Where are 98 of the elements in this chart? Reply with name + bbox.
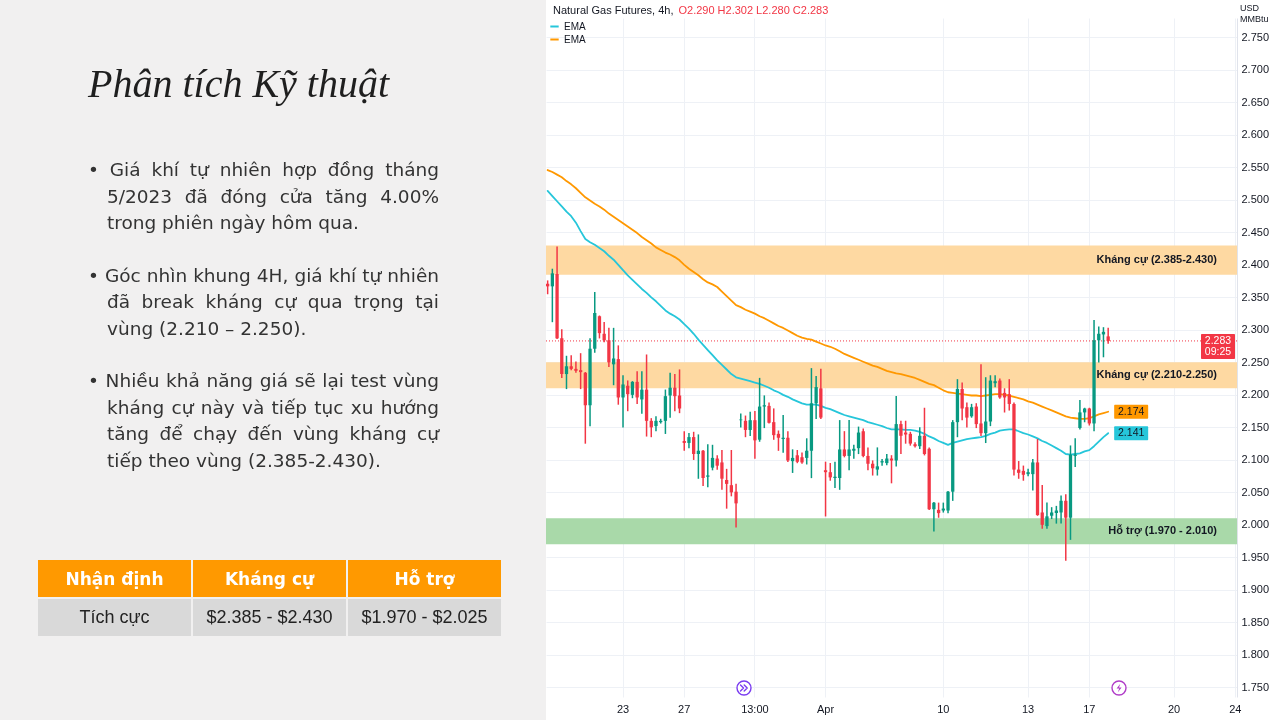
x-tick-label: 10: [937, 702, 950, 715]
x-tick-label: 13: [1021, 702, 1035, 715]
band-label: Kháng cự (2.210-2.250): [1096, 368, 1218, 382]
band-label: Hỗ trợ (1.970 - 2.010): [1108, 524, 1218, 538]
candlestick: [706, 444, 710, 488]
text: • Giá khí tự nhiên hợp đồng tháng 5/2023 đã đóng cửa tăng 4.00% trong phiên ngày hôm qua.: [88, 158, 439, 235]
candlestick: [866, 447, 870, 471]
candlestick: [748, 411, 752, 436]
x-tick-label: 27: [678, 702, 691, 715]
y-tick-label: 2.000: [1241, 518, 1270, 531]
legend-label: EMA: [564, 20, 586, 32]
candlestick: [913, 442, 917, 448]
candlestick: [842, 431, 847, 458]
candlestick: [720, 449, 724, 490]
category-label: Kháng cự: [193, 560, 346, 597]
y-tick-label: 2.450: [1241, 225, 1270, 238]
candlestick: [710, 444, 715, 471]
candlestick: [1040, 485, 1044, 529]
candlestick: [875, 447, 880, 476]
y-tick-label: 2.400: [1241, 258, 1270, 271]
y-tick-label: 2.550: [1241, 160, 1270, 173]
x-tick-label: 23: [616, 702, 630, 715]
y-tick-label: 2.050: [1241, 485, 1270, 498]
candlestick: [640, 371, 644, 414]
candlestick: [668, 372, 672, 418]
y-tick-label: 2.650: [1241, 95, 1270, 108]
y-tick-label: 2.600: [1241, 128, 1270, 141]
x-tick-label: Apr: [816, 702, 835, 715]
candlestick: [597, 315, 602, 339]
y-axis-title: USD MMBtu: [1240, 3, 1270, 25]
x-tick-label: 17: [1083, 702, 1096, 715]
candlestick: [814, 375, 818, 419]
text: $1.970 - $2.025: [348, 599, 501, 636]
candlestick: [682, 431, 686, 451]
candlestick: [687, 433, 691, 449]
text: $2.385 - $2.430: [193, 599, 346, 636]
y-tick-label: 1.850: [1241, 615, 1270, 628]
y-tick-label: 1.950: [1241, 550, 1270, 563]
candlestick: [611, 327, 616, 386]
y-tick-label: 1.800: [1241, 648, 1270, 661]
candlestick: [776, 430, 781, 451]
text: • Góc nhìn khung 4H, giá khí tự nhiên đã break kháng cự qua trọng tại vùng (2.210 – 2.250).: [88, 263, 439, 341]
candlestick: [635, 371, 639, 405]
candlestick: [1007, 379, 1011, 411]
y-tick-label: 2.350: [1241, 290, 1270, 303]
ref-line-label: 2.283: [1204, 333, 1232, 346]
y-tick-label: 1.900: [1241, 583, 1270, 596]
band-label: Kháng cự (2.385-2.430): [1096, 253, 1218, 267]
candlestick: [880, 459, 884, 466]
candlestick: [692, 431, 696, 460]
y-tick-label: 2.700: [1241, 63, 1270, 76]
chart-title: Natural Gas Futures, 4h,: [553, 4, 674, 16]
candlestick: [578, 353, 583, 390]
annotation: 09:25: [1204, 344, 1232, 357]
data-label: 2.174: [1118, 404, 1145, 417]
category-label: Nhận định: [38, 560, 191, 597]
text: Tích cực: [38, 599, 191, 636]
data-label: 2.141: [1118, 426, 1145, 439]
candlestick: [946, 490, 950, 514]
candlestick: [823, 461, 828, 517]
candlestick: [654, 416, 658, 432]
candlestick: [569, 355, 573, 371]
text: Phân tích Kỹ thuật: [88, 60, 390, 107]
candlestick: [724, 468, 729, 509]
candlestick: [677, 369, 682, 414]
text: • Nhiều khả năng giá sẽ lại test vùng kháng cự này và tiếp tục xu hướng tăng để chạy đến vùng kháng cự tiếp theo vùng (2.385-2.430).: [88, 369, 439, 473]
candlestick: [743, 415, 748, 438]
candlestick: [932, 501, 936, 532]
y-tick-label: 2.750: [1241, 30, 1270, 43]
candlestick: [762, 395, 766, 429]
y-tick-label: 1.750: [1241, 680, 1270, 693]
x-tick-label: 13:00: [741, 702, 769, 715]
candlestick: [621, 375, 625, 428]
candlestick: [922, 407, 927, 456]
x-tick-label: 24: [1229, 702, 1242, 715]
candlestick: [734, 483, 738, 528]
y-tick-label: 2.300: [1241, 323, 1270, 336]
candlestick: [574, 361, 578, 373]
candlestick: [979, 364, 983, 436]
y-tick-label: 2.250: [1241, 355, 1270, 368]
y-tick-label: 2.100: [1241, 453, 1270, 466]
candlestick: [1064, 494, 1068, 561]
legend-label: EMA: [564, 33, 586, 45]
y-tick-label: 2.500: [1241, 193, 1270, 206]
candlestick: [753, 411, 757, 459]
y-tick-label: 2.200: [1241, 388, 1270, 401]
candlestick: [1045, 502, 1049, 529]
category-label: Hỗ trợ: [348, 560, 501, 597]
candlestick: [564, 355, 569, 390]
y-tick-label: 2.150: [1241, 420, 1270, 433]
candlestick: [899, 420, 903, 455]
candlestick: [847, 420, 851, 471]
candlestick: [1059, 495, 1063, 524]
candlestick: [1078, 399, 1082, 430]
x-tick-label: 20: [1167, 702, 1181, 715]
chart-subtitle: O2.290 H2.302 L2.280 C2.283: [678, 4, 829, 16]
candlestick: [786, 431, 790, 462]
candlestick: [550, 268, 555, 323]
